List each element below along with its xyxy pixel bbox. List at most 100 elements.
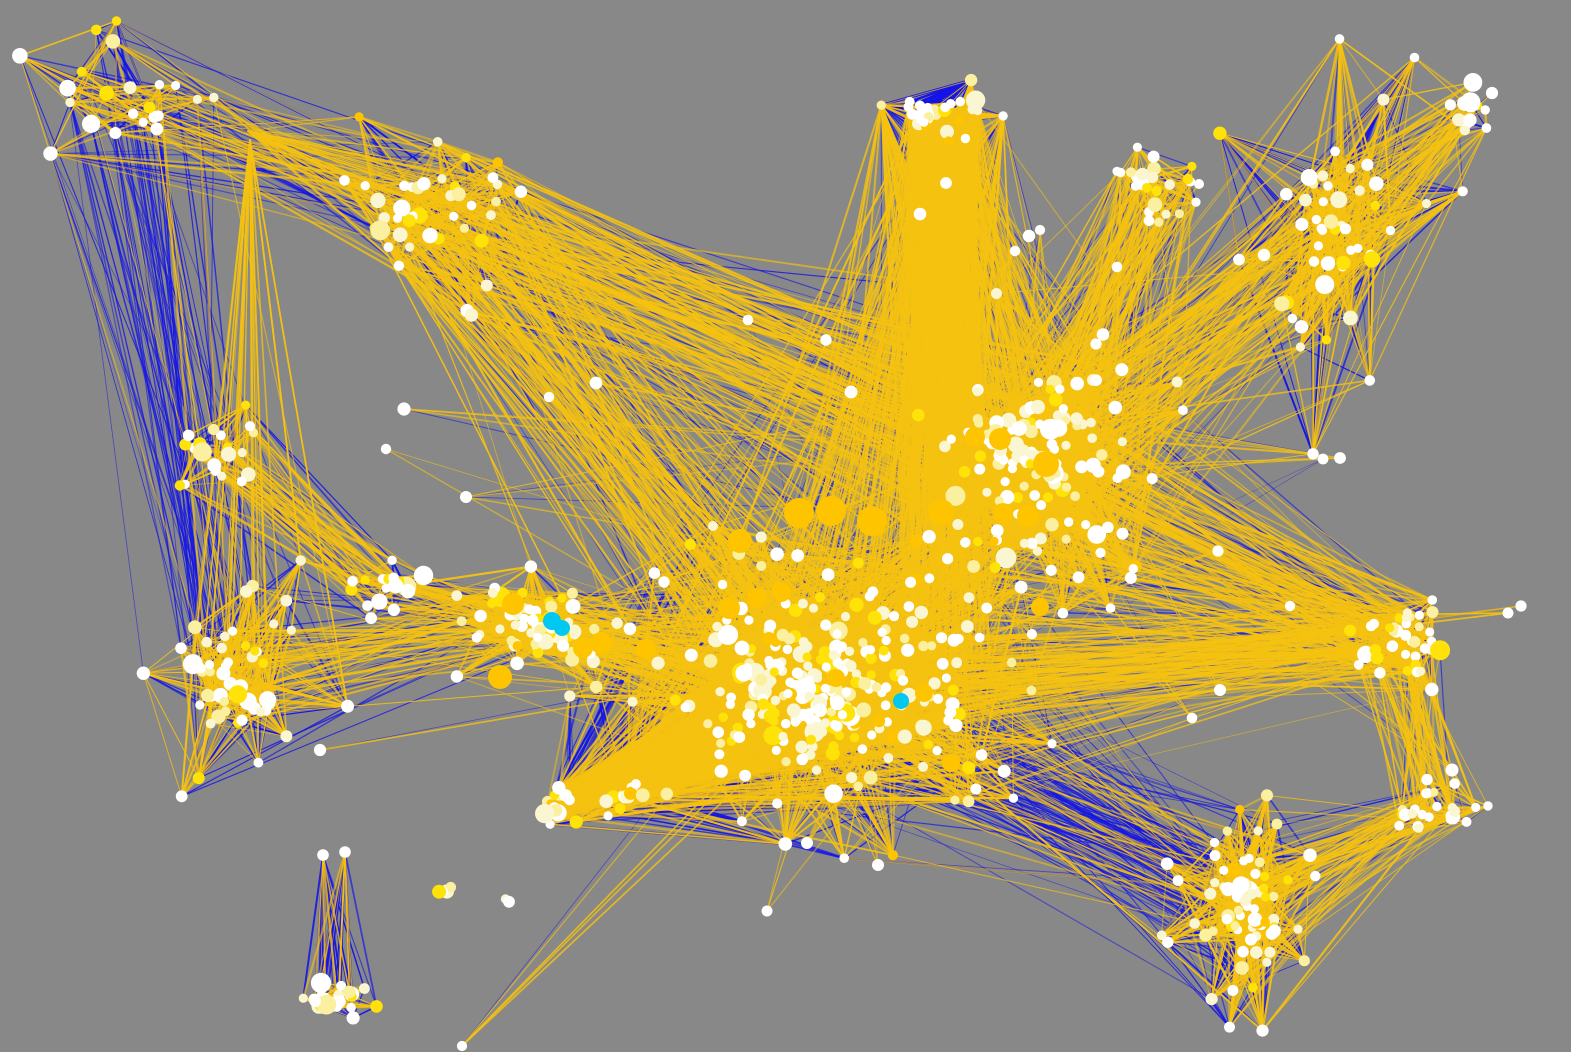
graph-node[interactable] bbox=[1386, 640, 1399, 652]
graph-node[interactable] bbox=[989, 562, 1001, 574]
graph-node[interactable] bbox=[1240, 880, 1250, 891]
graph-node[interactable] bbox=[236, 476, 247, 487]
graph-node[interactable] bbox=[964, 73, 978, 87]
graph-node[interactable] bbox=[872, 859, 884, 871]
graph-node[interactable] bbox=[1194, 179, 1204, 189]
graph-node[interactable] bbox=[152, 110, 164, 122]
graph-node[interactable] bbox=[805, 749, 816, 760]
graph-node[interactable] bbox=[1268, 924, 1281, 938]
graph-node[interactable] bbox=[918, 761, 929, 772]
graph-node[interactable] bbox=[942, 553, 954, 565]
graph-node[interactable] bbox=[1460, 92, 1481, 113]
graph-node[interactable] bbox=[1287, 313, 1298, 324]
graph-node[interactable] bbox=[12, 48, 28, 64]
graph-node[interactable] bbox=[192, 772, 205, 785]
graph-node[interactable] bbox=[989, 536, 999, 546]
graph-node[interactable] bbox=[1280, 187, 1293, 201]
graph-node[interactable] bbox=[464, 308, 479, 322]
graph-node[interactable] bbox=[313, 743, 327, 757]
graph-node[interactable] bbox=[1336, 255, 1351, 271]
graph-node[interactable] bbox=[1247, 912, 1263, 927]
graph-node[interactable] bbox=[1022, 229, 1036, 243]
graph-node[interactable] bbox=[65, 97, 75, 108]
graph-node[interactable] bbox=[341, 699, 355, 713]
graph-node[interactable] bbox=[967, 560, 980, 573]
graph-node[interactable] bbox=[82, 114, 101, 133]
graph-node[interactable] bbox=[437, 174, 447, 184]
graph-node[interactable] bbox=[1310, 870, 1321, 882]
graph-node[interactable] bbox=[1313, 241, 1323, 251]
graph-node[interactable] bbox=[725, 699, 736, 709]
graph-node[interactable] bbox=[215, 430, 226, 441]
graph-node[interactable] bbox=[880, 700, 891, 711]
graph-node[interactable] bbox=[1259, 883, 1269, 893]
graph-node[interactable] bbox=[1087, 433, 1097, 444]
graph-node[interactable] bbox=[804, 691, 814, 701]
graph-node[interactable] bbox=[557, 593, 567, 603]
graph-node[interactable] bbox=[712, 621, 723, 632]
graph-node[interactable] bbox=[742, 314, 754, 326]
graph-node[interactable] bbox=[1429, 787, 1439, 798]
graph-node[interactable] bbox=[1330, 146, 1340, 157]
graph-node[interactable] bbox=[857, 506, 887, 536]
graph-node[interactable] bbox=[832, 629, 842, 639]
graph-node[interactable] bbox=[816, 496, 846, 526]
graph-node[interactable] bbox=[813, 703, 827, 717]
graph-node[interactable] bbox=[904, 96, 915, 107]
graph-node[interactable] bbox=[1256, 1024, 1269, 1037]
graph-node[interactable] bbox=[1502, 607, 1514, 619]
graph-node[interactable] bbox=[474, 609, 487, 623]
graph-node[interactable] bbox=[943, 136, 954, 146]
graph-node[interactable] bbox=[346, 1011, 360, 1025]
graph-node[interactable] bbox=[871, 682, 882, 693]
graph-node[interactable] bbox=[708, 521, 718, 531]
graph-node[interactable] bbox=[811, 765, 822, 775]
graph-node[interactable] bbox=[660, 787, 674, 801]
graph-node[interactable] bbox=[1030, 399, 1045, 415]
graph-node[interactable] bbox=[1321, 335, 1332, 345]
graph-node[interactable] bbox=[370, 1000, 383, 1013]
graph-node[interactable] bbox=[1369, 644, 1382, 656]
graph-node[interactable] bbox=[295, 555, 306, 566]
graph-node[interactable] bbox=[1294, 320, 1309, 334]
graph-node[interactable] bbox=[627, 696, 638, 707]
graph-node[interactable] bbox=[209, 92, 219, 103]
graph-node[interactable] bbox=[1427, 595, 1438, 605]
graph-node[interactable] bbox=[569, 629, 580, 640]
graph-node[interactable] bbox=[258, 658, 269, 668]
graph-node[interactable] bbox=[991, 288, 1002, 299]
graph-node[interactable] bbox=[844, 646, 855, 656]
graph-node[interactable] bbox=[1410, 651, 1421, 662]
graph-node[interactable] bbox=[754, 673, 768, 686]
graph-node[interactable] bbox=[1400, 629, 1412, 641]
graph-node[interactable] bbox=[712, 726, 725, 739]
graph-node[interactable] bbox=[317, 849, 329, 861]
graph-node[interactable] bbox=[564, 794, 575, 806]
graph-node[interactable] bbox=[995, 547, 1017, 569]
graph-node[interactable] bbox=[865, 645, 876, 655]
graph-node[interactable] bbox=[1323, 181, 1333, 191]
graph-node[interactable] bbox=[502, 593, 524, 615]
graph-node[interactable] bbox=[747, 588, 767, 608]
graph-node[interactable] bbox=[510, 656, 524, 671]
graph-node[interactable] bbox=[849, 732, 860, 743]
graph-node[interactable] bbox=[635, 788, 650, 803]
graph-node[interactable] bbox=[1459, 124, 1471, 136]
graph-node[interactable] bbox=[1055, 384, 1065, 394]
graph-node[interactable] bbox=[1204, 887, 1217, 900]
graph-node[interactable] bbox=[865, 652, 877, 665]
graph-node[interactable] bbox=[1239, 856, 1249, 866]
graph-node[interactable] bbox=[785, 677, 795, 688]
graph-node[interactable] bbox=[1449, 778, 1460, 789]
graph-node[interactable] bbox=[1237, 945, 1249, 958]
graph-node[interactable] bbox=[1189, 918, 1200, 929]
graph-node[interactable] bbox=[171, 80, 181, 91]
graph-node[interactable] bbox=[970, 783, 982, 795]
graph-node[interactable] bbox=[974, 418, 984, 428]
graph-node[interactable] bbox=[820, 718, 830, 728]
graph-node[interactable] bbox=[736, 816, 747, 827]
graph-node[interactable] bbox=[804, 712, 816, 724]
graph-node[interactable] bbox=[1424, 812, 1434, 822]
graph-node[interactable] bbox=[1452, 113, 1466, 127]
graph-node[interactable] bbox=[1481, 123, 1492, 133]
